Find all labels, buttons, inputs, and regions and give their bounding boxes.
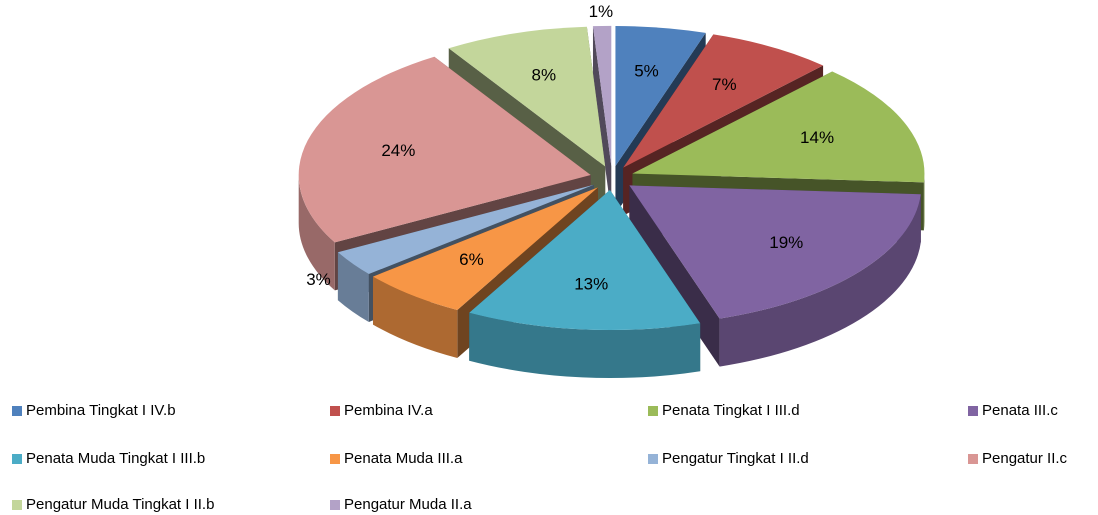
legend-swatch [968,454,978,464]
legend-swatch [330,454,340,464]
slice-wall [372,276,458,359]
data-label: 1% [589,2,614,21]
legend-swatch [12,454,22,464]
legend-label: Pengatur Muda Tingkat I II.b [26,496,214,513]
legend-label: Pengatur Muda II.a [344,496,472,513]
slice-wall [923,173,925,231]
pie-tops [298,25,925,331]
legend-label: Penata Tingkat I III.d [662,402,800,419]
slice [448,26,606,167]
slice-wall [469,312,701,379]
legend-swatch [648,454,658,464]
legend-swatch [12,406,22,416]
slice-wall [719,194,921,367]
data-label: 19% [769,233,803,252]
legend-swatch [968,406,978,416]
data-label: 7% [712,75,737,94]
slice-edge [592,26,612,214]
legend-label: Penata III.c [982,402,1058,419]
slice [592,25,612,166]
data-label: 8% [532,65,557,84]
slice [629,185,921,319]
data-label: 14% [800,128,834,147]
legend-swatch [330,406,340,416]
slice [632,71,925,183]
legend-label: Penata Muda Tingkat I III.b [26,450,205,467]
slice-wall [298,174,335,291]
slice-wall [337,252,369,323]
legend-swatch [330,500,340,510]
data-label: 5% [634,62,659,81]
legend-swatch [12,500,22,510]
data-label: 6% [459,250,484,269]
slice [615,26,706,167]
legend-label: Pengatur Tingkat I II.d [662,450,809,467]
data-label: 3% [306,270,331,289]
slice [337,184,594,275]
legend-label: Pembina IV.a [344,402,433,419]
slice [469,190,701,331]
slice [298,56,591,243]
legend-swatch [648,406,658,416]
data-label: 24% [381,141,415,160]
legend-label: Pembina Tingkat I IV.b [26,402,176,419]
legend-label: Pengatur II.c [982,450,1068,467]
slice [372,187,598,311]
data-label: 13% [574,274,608,293]
legend-label: Penata Muda III.a [344,450,463,467]
slice [623,34,824,168]
